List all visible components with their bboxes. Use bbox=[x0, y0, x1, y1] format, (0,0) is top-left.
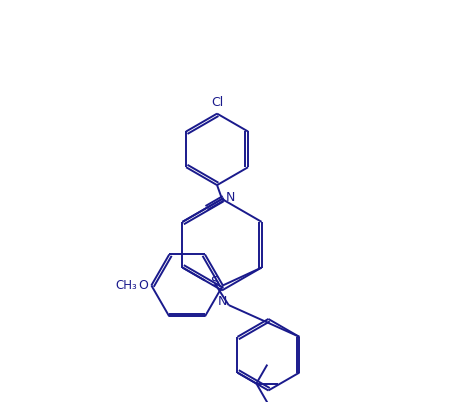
Text: Cl: Cl bbox=[211, 96, 223, 109]
Text: N: N bbox=[217, 295, 226, 308]
Text: N: N bbox=[226, 191, 236, 204]
Text: O: O bbox=[139, 279, 149, 292]
Text: S: S bbox=[210, 275, 218, 289]
Text: CH₃: CH₃ bbox=[116, 279, 137, 292]
